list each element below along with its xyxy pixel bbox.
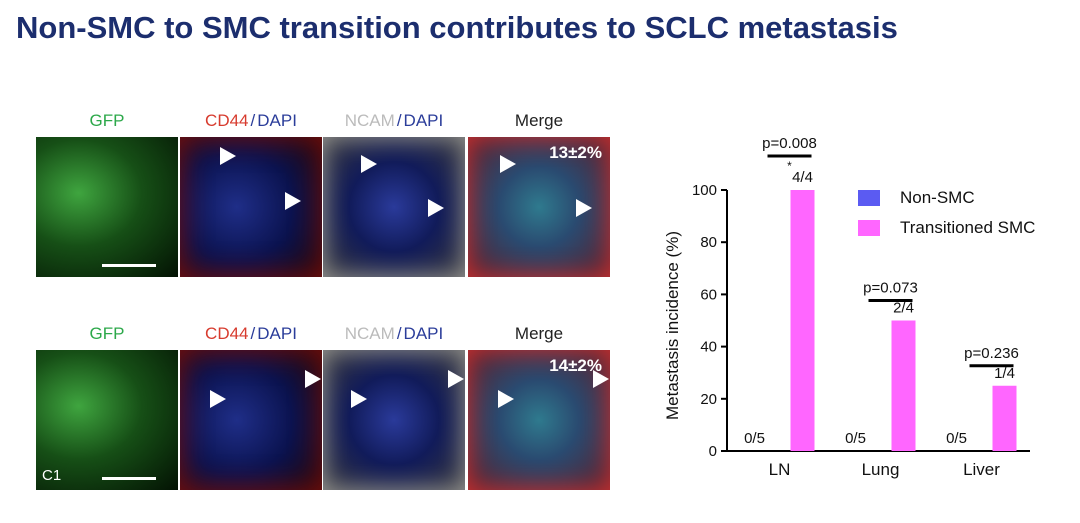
micrograph: 13±2% bbox=[468, 137, 610, 277]
arrowhead bbox=[210, 390, 226, 408]
y-tick-label: 20 bbox=[700, 391, 717, 408]
header-part: GFP bbox=[89, 324, 125, 343]
header-part: DAPI bbox=[403, 324, 444, 343]
legend-swatch bbox=[858, 220, 880, 236]
quantification: 14±2% bbox=[549, 356, 602, 375]
arrowhead bbox=[361, 155, 377, 173]
x-tick-label: LN bbox=[769, 460, 791, 479]
panel-header: NCAM / DAPI bbox=[323, 324, 465, 344]
arrowhead bbox=[448, 370, 464, 388]
panel-header: GFP bbox=[36, 111, 178, 131]
arrowhead bbox=[305, 370, 321, 388]
x-tick-label: Liver bbox=[963, 460, 1000, 479]
quantification: 13±2% bbox=[549, 143, 602, 162]
micrograph: C1 bbox=[36, 350, 178, 490]
micrograph: 14±2% bbox=[468, 350, 610, 490]
header-part: / bbox=[396, 111, 402, 130]
value-label: 0/5 bbox=[946, 430, 967, 447]
header-part: Merge bbox=[514, 324, 564, 343]
arrowhead bbox=[351, 390, 367, 408]
p-value: p=0.236 bbox=[964, 345, 1019, 362]
arrowhead bbox=[428, 199, 444, 217]
significance: * bbox=[787, 159, 792, 173]
header-part: DAPI bbox=[257, 111, 297, 130]
header-part: CD44 bbox=[205, 111, 249, 130]
legend-label: Non-SMC bbox=[900, 188, 975, 207]
micrograph bbox=[323, 350, 465, 490]
arrowhead bbox=[285, 192, 301, 210]
panel-header: Merge bbox=[468, 324, 610, 344]
arrowhead bbox=[500, 155, 516, 173]
header-part: Merge bbox=[514, 111, 564, 130]
arrowhead bbox=[593, 370, 609, 388]
legend-swatch bbox=[858, 190, 880, 206]
legend-label: Transitioned SMC bbox=[900, 218, 1035, 237]
header-part: GFP bbox=[89, 111, 125, 130]
y-tick-label: 40 bbox=[700, 339, 717, 356]
scale-bar bbox=[102, 477, 156, 480]
micrograph bbox=[180, 137, 322, 277]
y-tick-label: 100 bbox=[692, 182, 717, 199]
arrowhead bbox=[220, 147, 236, 165]
header-part: / bbox=[250, 324, 256, 343]
bar bbox=[790, 190, 815, 451]
micrograph bbox=[180, 350, 322, 490]
panel-header: Merge bbox=[468, 111, 610, 131]
bar bbox=[891, 320, 916, 451]
value-label: 4/4 bbox=[792, 169, 813, 186]
header-part: NCAM bbox=[344, 324, 395, 343]
value-label: 1/4 bbox=[994, 365, 1015, 382]
header-part: NCAM bbox=[344, 111, 395, 130]
header-part: DAPI bbox=[257, 324, 297, 343]
micrograph bbox=[323, 137, 465, 277]
y-tick-label: 80 bbox=[700, 234, 717, 251]
value-label: 0/5 bbox=[744, 430, 765, 447]
y-axis-label: Metastasis incidence (%) bbox=[663, 231, 682, 420]
scale-bar bbox=[102, 264, 156, 267]
header-part: CD44 bbox=[205, 324, 249, 343]
value-label: 2/4 bbox=[893, 300, 914, 317]
panel-tag: C1 bbox=[42, 467, 62, 484]
header-part: / bbox=[396, 324, 402, 343]
bar bbox=[992, 385, 1017, 451]
y-tick-label: 0 bbox=[709, 443, 717, 460]
header-part: DAPI bbox=[403, 111, 444, 130]
panel-header: GFP bbox=[36, 324, 178, 344]
panel-header: CD44/DAPI bbox=[180, 324, 322, 344]
header-part: / bbox=[250, 111, 256, 130]
micrograph bbox=[36, 137, 178, 277]
panel-header: CD44/DAPI bbox=[180, 111, 322, 131]
slide-title: Non-SMC to SMC transition contributes to… bbox=[16, 10, 898, 45]
x-tick-label: Lung bbox=[862, 460, 900, 479]
arrowhead bbox=[576, 199, 592, 217]
y-tick-label: 60 bbox=[700, 286, 717, 303]
p-value: p=0.073 bbox=[863, 280, 918, 297]
arrowhead bbox=[498, 390, 514, 408]
p-value: p=0.008 bbox=[762, 135, 817, 152]
panel-header: NCAM / DAPI bbox=[323, 111, 465, 131]
value-label: 0/5 bbox=[845, 430, 866, 447]
